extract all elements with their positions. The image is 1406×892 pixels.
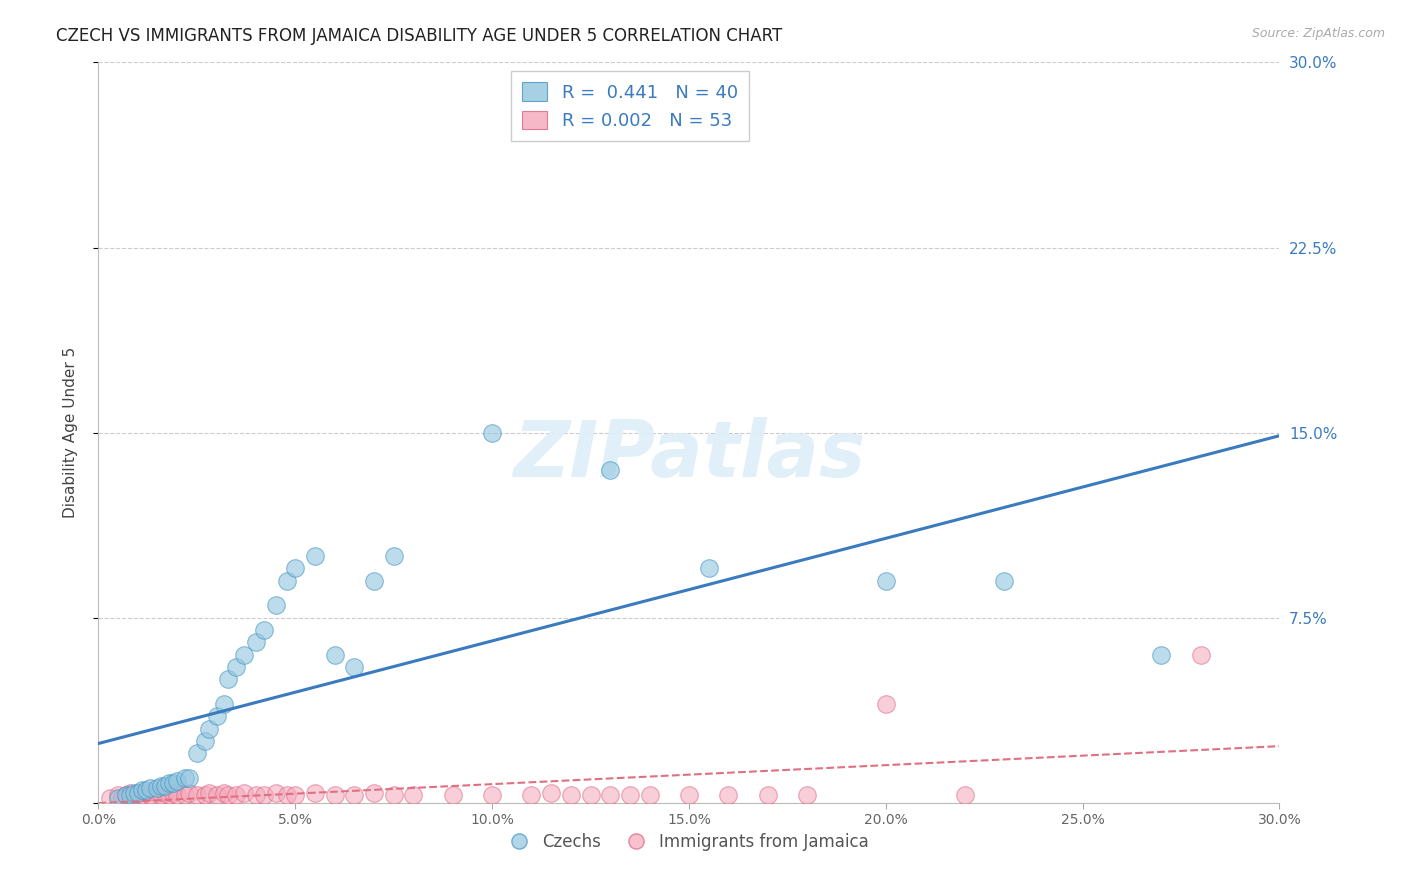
Point [146, 786, 169, 800]
Point [304, 786, 326, 800]
Point [131, 789, 153, 803]
Point [717, 789, 740, 803]
Point [107, 790, 129, 805]
Point [520, 789, 543, 803]
Point [323, 648, 346, 662]
Point [162, 776, 184, 790]
Point [194, 734, 217, 748]
Point [115, 789, 138, 803]
Point [619, 789, 641, 803]
Point [127, 786, 149, 800]
Point [214, 786, 236, 800]
Point [166, 773, 188, 788]
Point [560, 789, 582, 803]
Point [1189, 648, 1212, 662]
Point [150, 789, 173, 803]
Point [205, 789, 228, 803]
Y-axis label: Disability Age Under 5: Disability Age Under 5 [63, 347, 77, 518]
Point [253, 789, 276, 803]
Point [579, 789, 602, 803]
Point [155, 786, 177, 800]
Point [118, 786, 141, 800]
Point [264, 786, 287, 800]
Point [993, 574, 1015, 588]
Point [363, 574, 385, 588]
Point [363, 786, 385, 800]
Point [225, 660, 247, 674]
Point [382, 789, 405, 803]
Point [343, 789, 366, 803]
Point [197, 786, 219, 800]
Point [214, 697, 236, 711]
Point [253, 623, 276, 637]
Point [540, 786, 562, 800]
Point [953, 789, 976, 803]
Point [197, 722, 219, 736]
Point [138, 780, 160, 795]
Point [166, 789, 188, 803]
Point [481, 789, 503, 803]
Point [138, 789, 160, 803]
Point [875, 697, 897, 711]
Point [162, 786, 184, 800]
Point [678, 789, 700, 803]
Point [205, 709, 228, 723]
Point [756, 789, 779, 803]
Point [304, 549, 326, 563]
Point [697, 561, 720, 575]
Point [127, 786, 149, 800]
Point [131, 783, 153, 797]
Point [186, 789, 208, 803]
Point [264, 599, 287, 613]
Point [194, 789, 217, 803]
Point [174, 771, 197, 785]
Point [122, 789, 145, 803]
Text: Source: ZipAtlas.com: Source: ZipAtlas.com [1251, 27, 1385, 40]
Point [284, 561, 307, 575]
Point [638, 789, 661, 803]
Point [186, 747, 208, 761]
Legend: Czechs, Immigrants from Jamaica: Czechs, Immigrants from Jamaica [502, 826, 876, 857]
Point [441, 789, 464, 803]
Point [481, 425, 503, 440]
Point [276, 574, 298, 588]
Point [115, 789, 138, 803]
Point [157, 789, 180, 803]
Point [177, 771, 200, 785]
Text: CZECH VS IMMIGRANTS FROM JAMAICA DISABILITY AGE UNDER 5 CORRELATION CHART: CZECH VS IMMIGRANTS FROM JAMAICA DISABIL… [56, 27, 783, 45]
Point [233, 786, 256, 800]
Point [150, 779, 173, 793]
Point [402, 789, 425, 803]
Point [276, 789, 298, 803]
Point [98, 790, 121, 805]
Point [217, 789, 239, 803]
Point [155, 779, 177, 793]
Text: ZIPatlas: ZIPatlas [513, 417, 865, 493]
Point [1150, 648, 1173, 662]
Point [233, 648, 256, 662]
Point [118, 789, 141, 803]
Point [146, 780, 169, 795]
Point [599, 462, 621, 476]
Point [796, 789, 818, 803]
Point [217, 673, 239, 687]
Point [225, 789, 247, 803]
Point [107, 789, 129, 803]
Point [177, 786, 200, 800]
Point [111, 790, 134, 805]
Point [245, 635, 267, 649]
Point [245, 789, 267, 803]
Point [875, 574, 897, 588]
Point [284, 789, 307, 803]
Point [135, 786, 157, 800]
Point [122, 786, 145, 800]
Point [323, 789, 346, 803]
Point [157, 776, 180, 790]
Point [382, 549, 405, 563]
Point [343, 660, 366, 674]
Point [599, 789, 621, 803]
Point [174, 789, 197, 803]
Point [135, 783, 157, 797]
